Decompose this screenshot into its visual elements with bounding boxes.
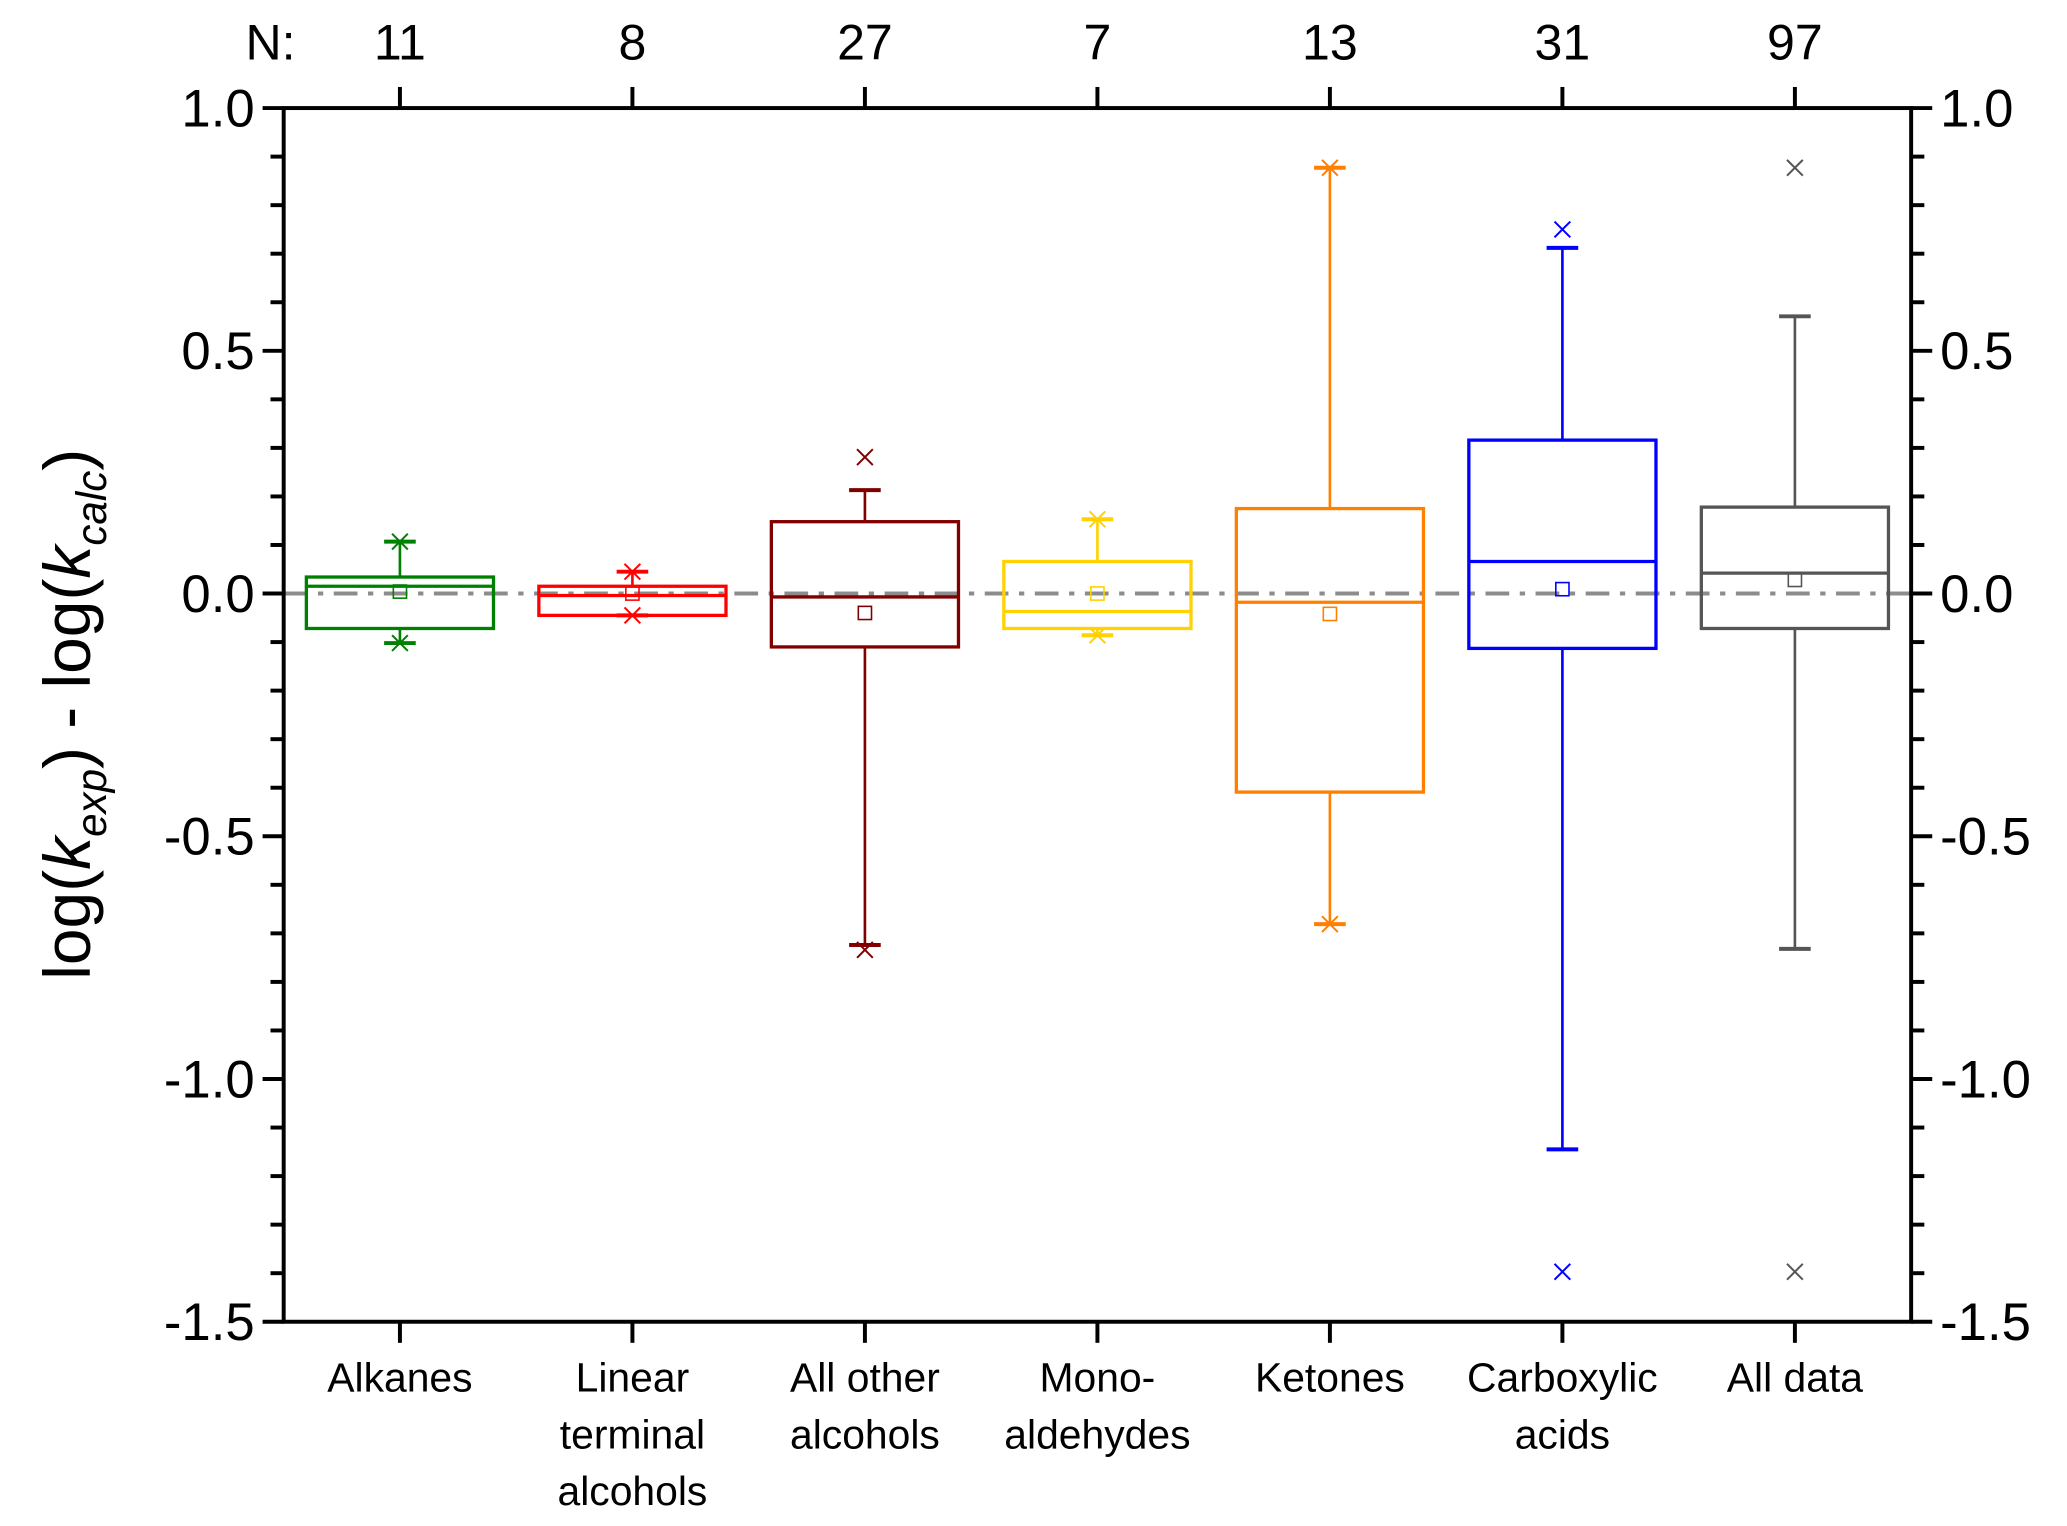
left-y-tick-label: 1.0: [181, 80, 254, 139]
category-label: Ketones: [1255, 1355, 1405, 1401]
mean-marker: [625, 586, 640, 601]
max-marker: [1553, 220, 1572, 239]
box-carboxylic-acids: [1467, 220, 1658, 1281]
n-count-label: 13: [1302, 14, 1358, 70]
n-count-label: 7: [1083, 14, 1111, 70]
min-marker: [623, 606, 642, 624]
right-y-tick-label: -0.5: [1940, 808, 2031, 867]
category-label: Linear: [576, 1355, 690, 1401]
right-y-tick-label: -1.5: [1940, 1293, 2031, 1352]
iqr-box: [1002, 559, 1193, 631]
iqr-box: [1699, 505, 1891, 631]
right-y-tick-label: 0.0: [1940, 565, 2013, 624]
category-label: All other: [790, 1355, 940, 1401]
n-count-label: 27: [837, 14, 893, 70]
plot-frame: [281, 106, 1914, 1324]
left-y-tick-label: -1.5: [164, 1293, 255, 1352]
iqr-box: [769, 520, 961, 649]
ylabel-part: log(: [30, 870, 104, 980]
n-count-label: 31: [1535, 14, 1591, 70]
boxes-group: [304, 159, 1891, 1281]
min-marker: [1553, 1263, 1572, 1281]
mean-marker: [1787, 572, 1803, 588]
max-marker: [1786, 159, 1804, 177]
category-label: terminal: [560, 1411, 705, 1457]
mean-marker: [857, 605, 873, 621]
max-marker: [1088, 510, 1107, 528]
iqr-box: [1467, 438, 1658, 651]
box-all-other-alcohols: [769, 448, 961, 959]
category-label: Carboxylic: [1467, 1355, 1658, 1401]
category-label: Alkanes: [327, 1355, 472, 1401]
right-y-tick-label: 0.5: [1940, 322, 2013, 381]
mean-marker: [1090, 586, 1105, 601]
box-mono-aldehydes: [1002, 510, 1193, 644]
max-marker: [856, 448, 874, 466]
max-marker: [391, 532, 409, 551]
n-prefix-label: N:: [245, 14, 295, 70]
box-linear-terminal-alcohols: [537, 563, 728, 624]
category-label: acids: [1515, 1411, 1610, 1457]
category-label: alcohols: [790, 1411, 940, 1457]
box-ketones: [1234, 159, 1426, 933]
mean-marker: [392, 584, 408, 599]
max-marker: [623, 563, 642, 581]
left-y-tick-label: 0.5: [181, 322, 254, 381]
left-y-tick-label: 0.0: [181, 565, 254, 624]
ylabel-subscript: calc: [68, 471, 115, 546]
right-y-tick-label: -1.0: [1940, 1050, 2031, 1109]
ylabel-part: k: [30, 834, 104, 870]
iqr-box: [304, 575, 496, 631]
left-y-tick-label: -0.5: [164, 808, 255, 867]
iqr-box: [1234, 506, 1426, 794]
min-marker: [1321, 915, 1339, 933]
box-alkanes: [304, 532, 496, 652]
n-count-label: 11: [374, 14, 426, 70]
left-y-tick-label: -1.0: [164, 1050, 255, 1109]
category-label: alcohols: [557, 1468, 707, 1514]
mean-marker: [1322, 606, 1338, 622]
mean-marker: [1555, 581, 1570, 597]
min-marker: [1088, 626, 1107, 644]
n-count-label: 8: [618, 14, 646, 70]
y-axis-label: log(kexp) - log(kcalc): [30, 449, 115, 980]
category-label: Mono-: [1040, 1355, 1156, 1401]
min-marker: [1786, 1263, 1804, 1281]
ylabel-part: ): [30, 449, 104, 471]
max-marker: [1321, 159, 1339, 177]
ylabel-part: ) - log(: [30, 579, 104, 769]
ylabel-subscript: exp: [68, 769, 115, 837]
min-marker: [856, 941, 874, 959]
category-label: aldehydes: [1004, 1411, 1190, 1457]
ylabel-part: k: [30, 543, 104, 579]
axes-group: 1.0 1.0 0.5 0.5 0.0 0.0 -0.5 -0.5 -1.0 -1.0 -1.5 -1…: [164, 14, 2031, 1514]
n-count-label: 97: [1767, 14, 1823, 70]
min-marker: [391, 634, 409, 652]
right-y-tick-label: 1.0: [1940, 80, 2013, 139]
category-label: All data: [1727, 1355, 1864, 1401]
box-all-data: [1699, 159, 1891, 1281]
